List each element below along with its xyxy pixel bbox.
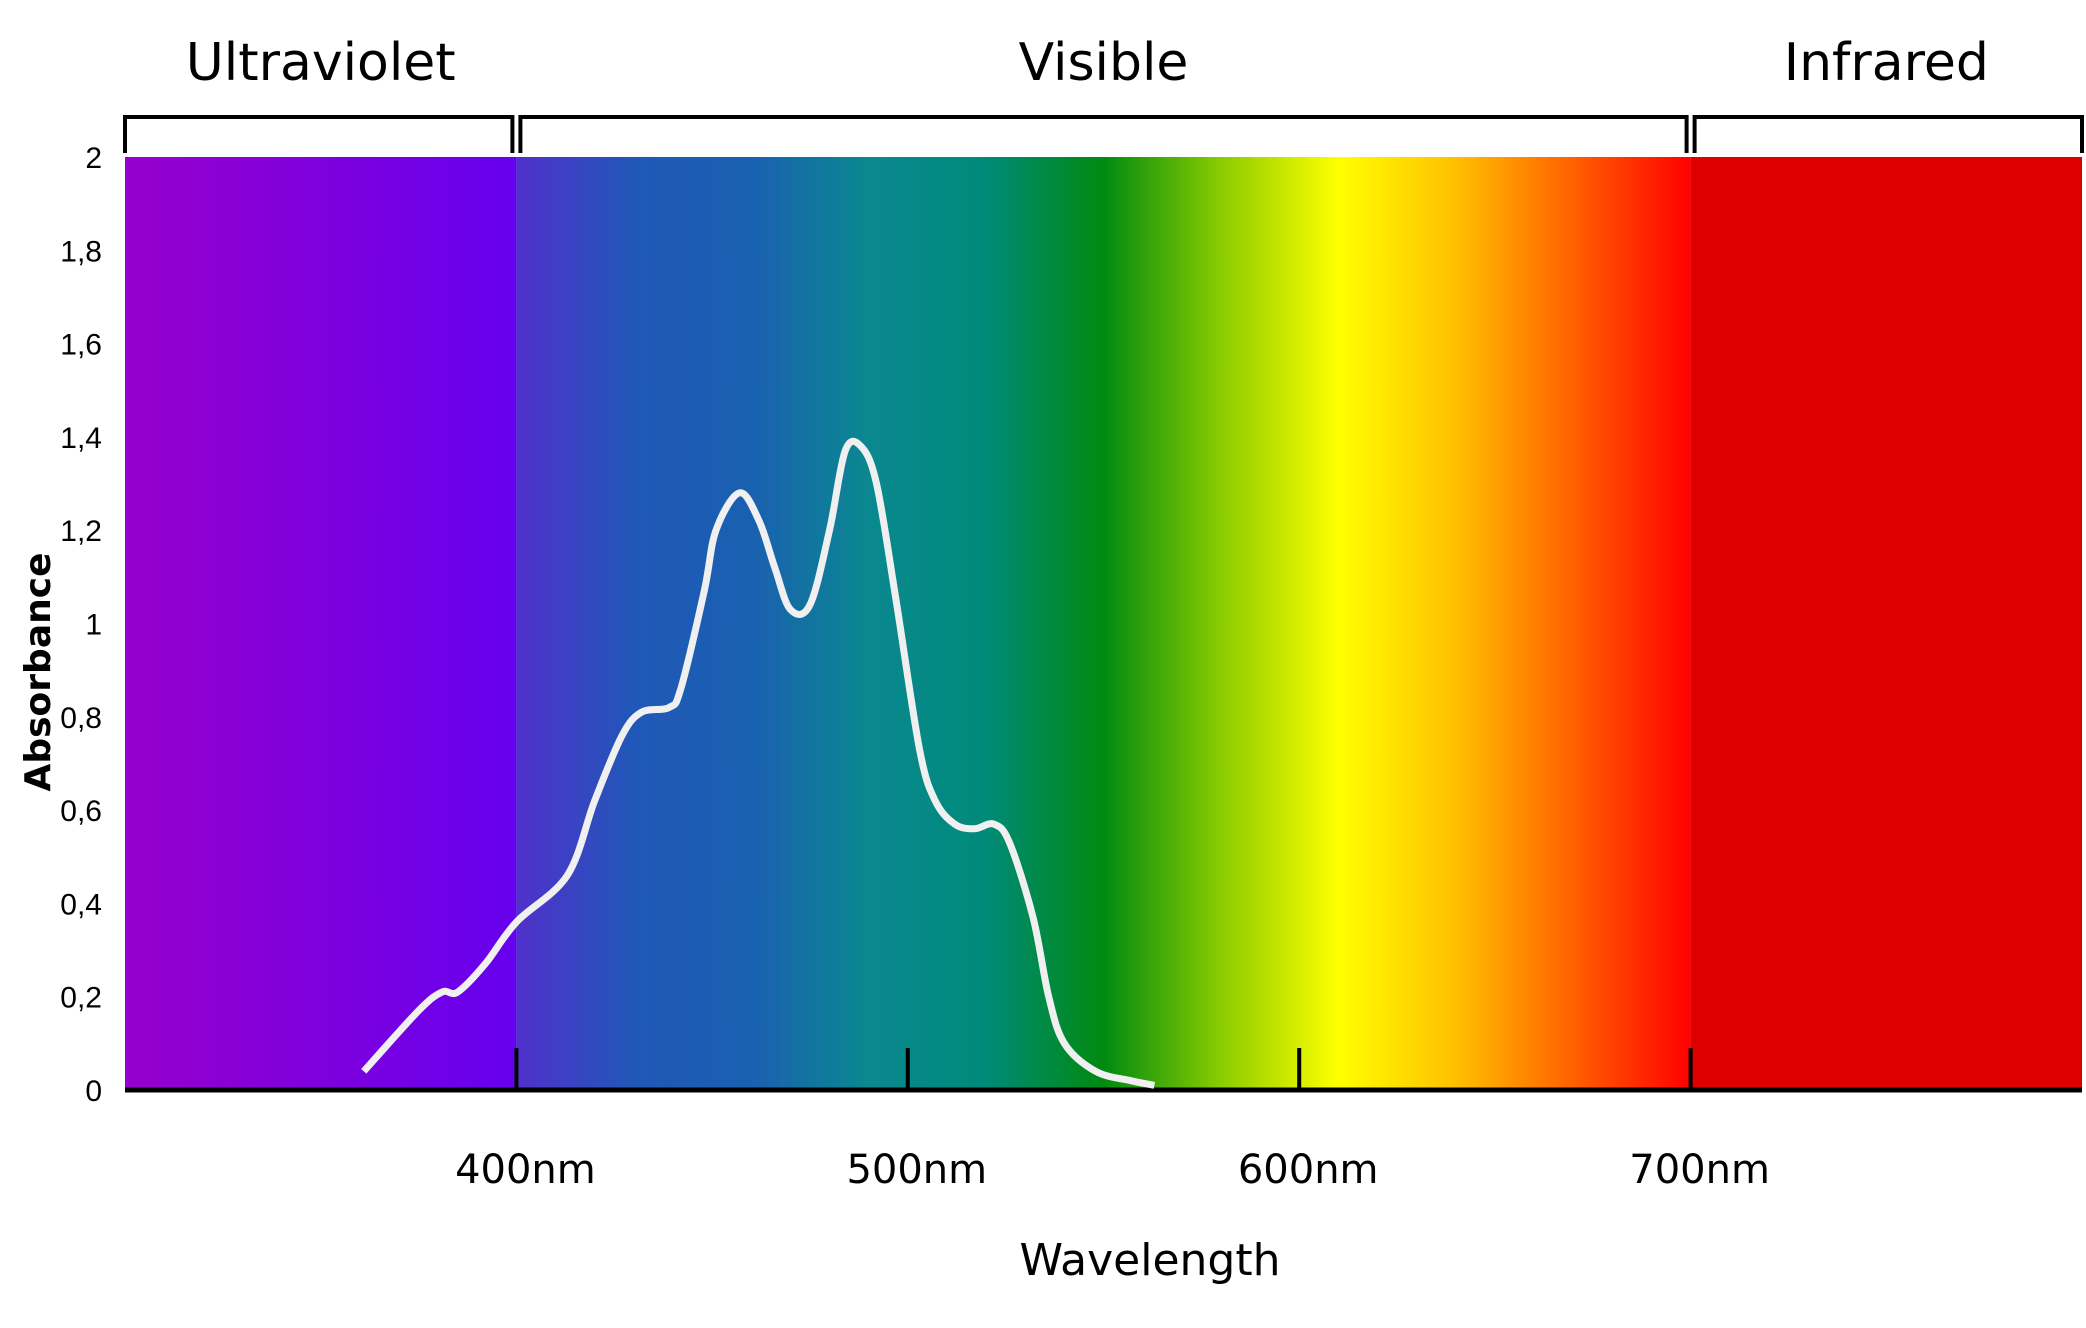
- absorbance-curve: [361, 437, 1156, 1089]
- x-axis-title: Wavelength: [1019, 1235, 1280, 1286]
- y-tick-label: 0,2: [60, 982, 102, 1015]
- y-tick-label: 1,6: [60, 329, 102, 362]
- x-tick-label: 600nm: [1238, 1147, 1379, 1193]
- region-label-infrared: Infrared: [1784, 33, 1989, 93]
- y-tick-label: 0,6: [60, 795, 102, 828]
- y-axis-title: Absorbance: [18, 553, 59, 792]
- x-tick-label: 500nm: [846, 1147, 987, 1193]
- region-label-visible: Visible: [1019, 33, 1189, 93]
- x-tick-label: 700nm: [1629, 1147, 1770, 1193]
- band-infrared: [1690, 157, 2082, 1090]
- band-ultraviolet: [125, 157, 517, 1090]
- bracket-ultraviolet: [123, 115, 515, 153]
- band-visible: [516, 157, 1691, 1090]
- y-tick-label: 0: [85, 1075, 102, 1108]
- y-tick-label: 1: [85, 609, 102, 642]
- y-tick-label: 2: [85, 142, 102, 175]
- bracket-infrared: [1692, 115, 2084, 153]
- y-tick-label: 0,4: [60, 888, 102, 921]
- y-tick-label: 1,8: [60, 235, 102, 268]
- y-tick-label: 1,2: [60, 515, 102, 548]
- bracket-visible: [518, 115, 1689, 153]
- y-tick-label: 1,4: [60, 422, 102, 455]
- x-tick-label: 400nm: [455, 1147, 596, 1193]
- region-label-ultraviolet: Ultraviolet: [186, 33, 456, 93]
- y-tick-label: 0,8: [60, 702, 102, 735]
